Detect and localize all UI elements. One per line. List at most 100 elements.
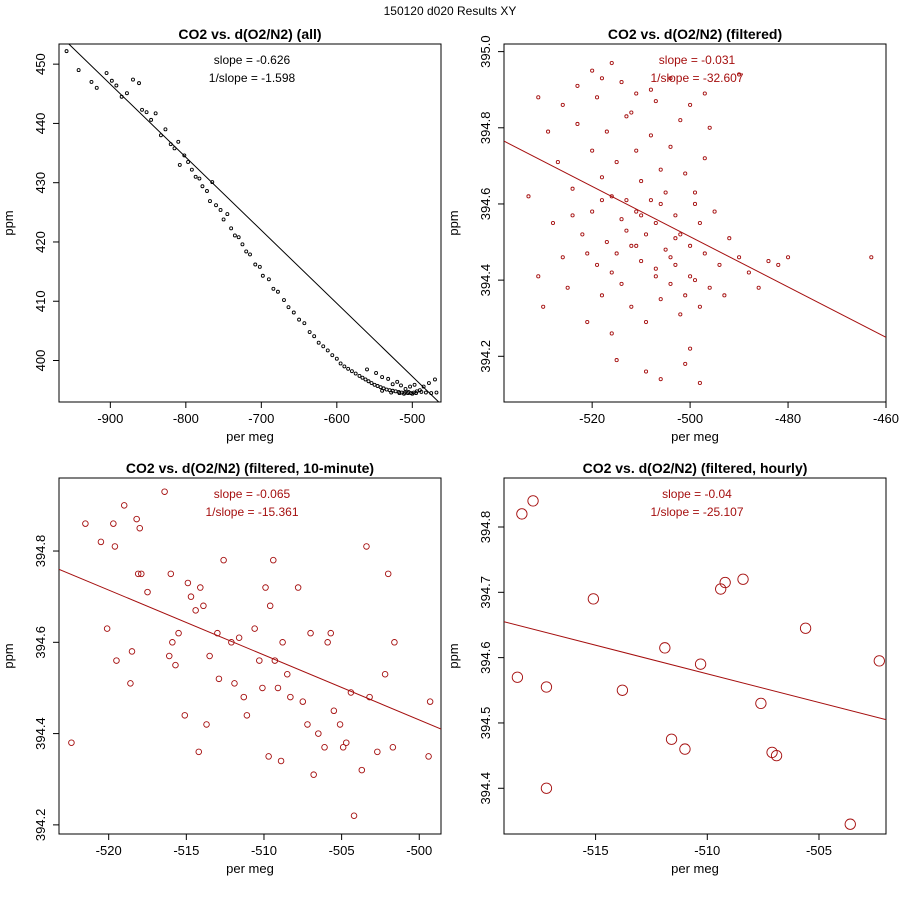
- data-point: [232, 233, 237, 238]
- data-point: [869, 255, 874, 260]
- data-point: [707, 125, 712, 130]
- data-point: [103, 625, 111, 632]
- x-tick-label: -500: [677, 411, 703, 426]
- data-point: [393, 389, 398, 394]
- data-point: [330, 353, 335, 358]
- data-point: [327, 629, 334, 637]
- x-tick-label: -510: [251, 843, 277, 858]
- data-point: [590, 209, 595, 214]
- data-point: [634, 243, 639, 248]
- data-point: [717, 262, 722, 267]
- data-point: [663, 190, 668, 195]
- data-point: [89, 79, 94, 84]
- data-point: [307, 629, 314, 637]
- data-point: [659, 642, 671, 654]
- data-point: [363, 543, 370, 550]
- y-axis-label: ppm: [446, 643, 461, 668]
- panel-title: CO2 vs. d(O2/N2) (filtered, hourly): [583, 460, 808, 476]
- y-tick-label: 394.7: [478, 576, 493, 609]
- data-point: [182, 153, 187, 158]
- x-tick-label: -700: [248, 411, 274, 426]
- data-point: [719, 576, 731, 589]
- data-point: [140, 107, 144, 112]
- data-point: [434, 390, 439, 395]
- data-point: [653, 266, 658, 271]
- y-tick-label: 394.4: [33, 717, 48, 750]
- data-point: [215, 675, 223, 683]
- data-point: [380, 375, 385, 380]
- data-point: [737, 255, 742, 260]
- data-point: [604, 239, 609, 245]
- data-point: [688, 274, 693, 279]
- data-point: [110, 520, 117, 527]
- data-point: [688, 243, 693, 248]
- data-point: [282, 298, 286, 303]
- data-point: [702, 156, 707, 161]
- slope-annotation: slope = -0.626: [214, 53, 291, 67]
- inverse-slope-annotation: 1/slope = -25.107: [650, 505, 743, 519]
- data-point: [590, 148, 595, 153]
- data-point: [643, 232, 649, 237]
- x-axis-label: per meg: [671, 861, 719, 876]
- data-point: [353, 371, 358, 376]
- data-point: [336, 721, 344, 728]
- data-point: [134, 570, 142, 578]
- data-point: [516, 508, 528, 520]
- regression-line: [59, 568, 441, 730]
- data-point: [540, 782, 553, 794]
- data-point: [423, 390, 428, 395]
- data-point: [363, 377, 368, 382]
- y-tick-label: 394.8: [478, 112, 493, 145]
- chart-panel-3: CO2 vs. d(O2/N2) (filtered, 10-minute) pe…: [1, 460, 442, 876]
- data-point: [609, 331, 614, 336]
- data-point: [221, 217, 226, 222]
- data-point: [639, 179, 644, 184]
- data-point: [113, 657, 120, 664]
- data-point: [256, 657, 263, 664]
- data-point: [304, 721, 311, 728]
- data-point: [138, 570, 145, 578]
- data-point: [248, 252, 252, 257]
- plot-area: [504, 60, 886, 386]
- data-point: [692, 190, 698, 195]
- y-tick-label: 394.4: [478, 772, 493, 805]
- data-point: [386, 376, 391, 381]
- y-tick-label: 394.6: [478, 641, 493, 674]
- data-point: [658, 297, 663, 302]
- data-point: [339, 744, 347, 751]
- data-point: [195, 748, 203, 756]
- data-point: [181, 712, 189, 719]
- data-point: [137, 81, 141, 86]
- x-tick-label: -480: [775, 411, 801, 426]
- x-tick-label: -520: [96, 843, 122, 858]
- data-point: [425, 753, 432, 760]
- x-tick-label: -460: [873, 411, 899, 426]
- x-tick-label: -600: [324, 411, 350, 426]
- inverse-slope-annotation: 1/slope = -32.607: [650, 71, 743, 85]
- data-point: [712, 209, 717, 214]
- plot-frame: [58, 477, 442, 835]
- data-point: [702, 91, 707, 96]
- data-point: [193, 174, 198, 179]
- data-point: [683, 293, 688, 298]
- data-point: [643, 319, 649, 325]
- data-point: [82, 520, 89, 527]
- data-point: [357, 373, 362, 378]
- data-point: [678, 118, 683, 123]
- data-point: [378, 385, 383, 390]
- data-point: [575, 121, 580, 127]
- data-point: [172, 661, 179, 669]
- y-tick-label: 394.2: [33, 809, 48, 842]
- panel-title: CO2 vs. d(O2/N2) (filtered, 10-minute): [126, 460, 374, 476]
- data-point: [616, 684, 629, 696]
- data-point: [599, 198, 604, 203]
- data-point: [291, 310, 296, 315]
- data-point: [338, 361, 343, 366]
- data-point: [683, 361, 688, 366]
- y-axis-label: ppm: [446, 210, 461, 235]
- data-point: [648, 87, 653, 92]
- data-point: [668, 144, 673, 149]
- data-point: [114, 83, 119, 88]
- data-point: [257, 264, 262, 269]
